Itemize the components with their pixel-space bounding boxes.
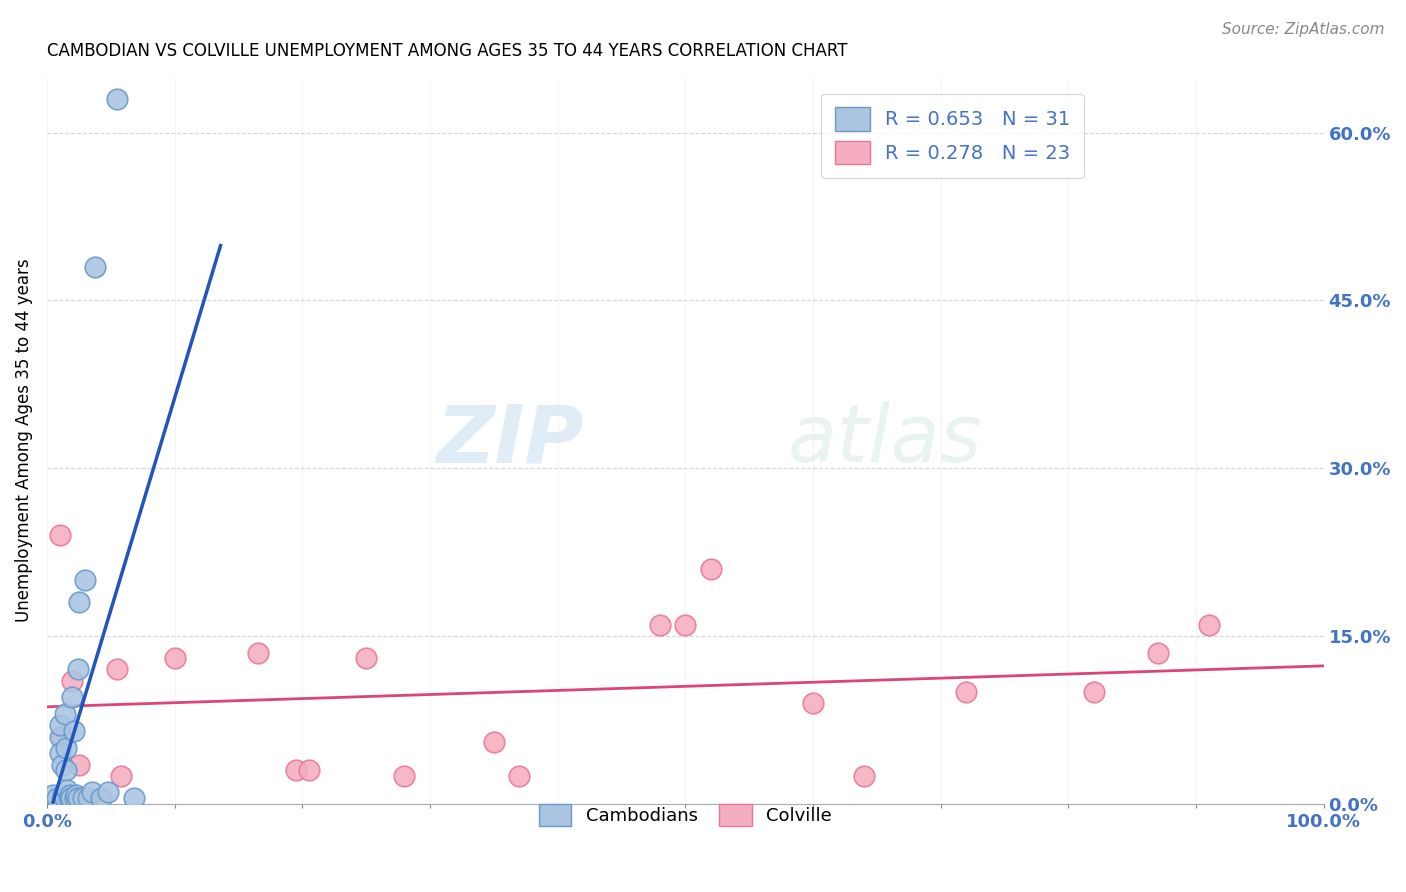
- Text: atlas: atlas: [787, 401, 983, 479]
- Point: [62, 690, 84, 705]
- Point: [700, 562, 723, 576]
- Point: [42, 788, 65, 802]
- Point: [76, 791, 98, 805]
- Point: [65, 788, 87, 802]
- Point: [55, 740, 77, 755]
- Point: [48, 747, 70, 761]
- Text: ZIP: ZIP: [436, 401, 583, 479]
- Point: [105, 92, 128, 106]
- Legend: Cambodians, Colville: Cambodians, Colville: [530, 795, 841, 835]
- Point: [62, 723, 84, 738]
- Point: [48, 730, 70, 744]
- Point: [67, 757, 90, 772]
- Point: [66, 791, 89, 805]
- Point: [394, 769, 416, 783]
- Point: [66, 662, 89, 676]
- Point: [51, 730, 73, 744]
- Text: Source: ZipAtlas.com: Source: ZipAtlas.com: [1222, 22, 1385, 37]
- Text: CAMBODIAN VS COLVILLE UNEMPLOYMENT AMONG AGES 35 TO 44 YEARS CORRELATION CHART: CAMBODIAN VS COLVILLE UNEMPLOYMENT AMONG…: [46, 42, 848, 60]
- Point: [482, 735, 505, 749]
- Point: [53, 707, 76, 722]
- Point: [105, 662, 128, 676]
- Point: [298, 763, 321, 777]
- Point: [1146, 646, 1168, 660]
- Point: [354, 651, 377, 665]
- Point: [59, 788, 82, 802]
- Point: [284, 763, 307, 777]
- Point: [84, 260, 107, 274]
- Point: [97, 785, 120, 799]
- Point: [122, 791, 145, 805]
- Point: [955, 685, 977, 699]
- Point: [648, 617, 671, 632]
- Y-axis label: Unemployment Among Ages 35 to 44 years: Unemployment Among Ages 35 to 44 years: [15, 259, 32, 622]
- Point: [89, 791, 111, 805]
- Point: [1083, 685, 1105, 699]
- Point: [67, 595, 90, 609]
- Point: [801, 696, 824, 710]
- Point: [58, 791, 80, 805]
- Point: [46, 791, 69, 805]
- Point: [48, 718, 70, 732]
- Point: [1198, 617, 1220, 632]
- Point: [62, 673, 84, 688]
- Point: [55, 763, 77, 777]
- Point: [52, 788, 75, 802]
- Point: [56, 783, 79, 797]
- Point: [48, 528, 70, 542]
- Point: [75, 573, 97, 587]
- Point: [246, 646, 269, 660]
- Point: [53, 791, 76, 805]
- Point: [110, 769, 132, 783]
- Point: [80, 785, 103, 799]
- Point: [853, 769, 876, 783]
- Point: [63, 791, 86, 805]
- Point: [508, 769, 530, 783]
- Point: [60, 791, 83, 805]
- Point: [163, 651, 186, 665]
- Point: [51, 757, 73, 772]
- Point: [72, 791, 94, 805]
- Point: [673, 617, 696, 632]
